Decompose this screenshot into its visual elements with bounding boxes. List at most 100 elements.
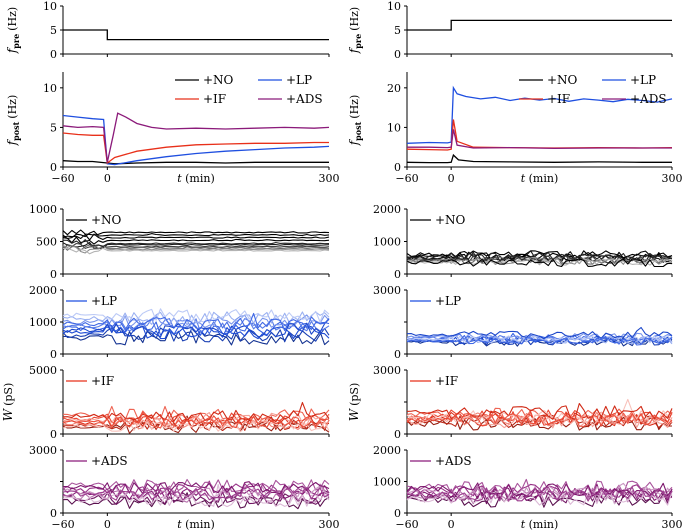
legend-ads: +ADS bbox=[286, 92, 323, 106]
y-tick-label: 0 bbox=[50, 48, 57, 61]
w-legend-label: +IF bbox=[435, 374, 458, 388]
series-line-if bbox=[62, 132, 329, 165]
fpost-ylabel-right: fpost(Hz) bbox=[347, 95, 363, 147]
x-tick-label: −60 bbox=[51, 172, 74, 185]
y-tick-label: 5 bbox=[394, 24, 401, 37]
w-trace bbox=[62, 324, 330, 340]
w-ylabel-right: W(pS) bbox=[347, 383, 361, 422]
y-tick-label: 0 bbox=[394, 161, 401, 174]
y-tick-label: 1000 bbox=[373, 236, 401, 249]
w-traces-w_lp_left bbox=[62, 308, 330, 346]
series-line-no bbox=[406, 153, 672, 164]
w-trace bbox=[62, 241, 330, 250]
w-trace bbox=[406, 258, 673, 268]
w-legend-w_ads_right: +ADS bbox=[410, 454, 472, 468]
y-tick-label: 3000 bbox=[373, 364, 401, 377]
fpost-ylabel-left: fpost(Hz) bbox=[5, 95, 21, 147]
y-tick-label: 5000 bbox=[29, 364, 57, 377]
x-tick-label: −60 bbox=[51, 518, 74, 531]
w-traces-w_no_right bbox=[406, 250, 673, 268]
legend-if: +IF bbox=[547, 92, 570, 106]
w-trace bbox=[62, 405, 330, 421]
axes-w_if_left: 0 5000 bbox=[29, 364, 330, 441]
axes-fpre_left: 0 5 10 bbox=[43, 0, 330, 61]
legend-no: +NO bbox=[203, 73, 234, 87]
y-tick-label: 0 bbox=[50, 348, 57, 361]
w-trace bbox=[62, 480, 330, 497]
series-line-if bbox=[406, 119, 673, 151]
y-tick-label: 1000 bbox=[29, 316, 57, 329]
legend-ads: +ADS bbox=[630, 92, 667, 106]
w-trace bbox=[62, 318, 330, 338]
w-trace bbox=[62, 318, 330, 333]
w-traces-w_no_left bbox=[62, 229, 330, 255]
y-tick-label: 1000 bbox=[373, 476, 401, 489]
y-tick-label: 0 bbox=[394, 428, 401, 441]
w-trace bbox=[406, 413, 673, 429]
y-tick-label: 0 bbox=[394, 48, 401, 61]
w-trace bbox=[406, 409, 673, 425]
w-traces-w_lp_right bbox=[406, 326, 673, 347]
x-axis-label: t (min) bbox=[177, 518, 215, 531]
y-tick-label: 0 bbox=[50, 161, 57, 174]
x-tick-label: 0 bbox=[104, 172, 111, 185]
w-trace bbox=[406, 412, 673, 427]
legend-left: +NO +LP +IF +ADS bbox=[175, 73, 323, 106]
axes-w_no_right: 0 1000 2000 bbox=[373, 203, 673, 281]
series-line-ads bbox=[62, 112, 330, 163]
y-tick-label: 3000 bbox=[373, 284, 401, 297]
w-traces-w_if_left bbox=[62, 401, 330, 434]
y-tick-label: 10 bbox=[43, 82, 57, 95]
w-legend-label: +NO bbox=[435, 213, 466, 227]
y-tick-label: 0 bbox=[50, 268, 57, 281]
y-tick-label: 1000 bbox=[29, 203, 57, 216]
x-tick-label: 300 bbox=[662, 518, 683, 531]
y-tick-label: 20 bbox=[387, 82, 401, 95]
fpost-series-right bbox=[406, 85, 673, 164]
x-axis-label: t (min) bbox=[521, 518, 559, 531]
w-legend-label: +ADS bbox=[91, 454, 128, 468]
w-trace bbox=[62, 417, 330, 431]
w-trace bbox=[62, 311, 330, 326]
axes-fpre_right: 0 5 10 bbox=[387, 0, 673, 61]
w-trace bbox=[62, 236, 330, 245]
w-trace bbox=[62, 247, 330, 255]
w-trace bbox=[62, 485, 330, 499]
series-line-ads bbox=[407, 129, 672, 150]
w-trace bbox=[406, 252, 673, 262]
x-tick-label: −60 bbox=[395, 518, 418, 531]
w-trace bbox=[406, 486, 673, 502]
w-ylabel-left: W(pS) bbox=[1, 383, 15, 422]
y-tick-label: 500 bbox=[36, 236, 57, 249]
w-trace bbox=[406, 326, 673, 340]
w-trace bbox=[62, 327, 330, 343]
series-line-lp bbox=[62, 114, 330, 166]
y-tick-label: 10 bbox=[43, 0, 57, 13]
w-legend-label: +ADS bbox=[435, 454, 472, 468]
x-tick-label: 0 bbox=[448, 518, 455, 531]
y-tick-label: 10 bbox=[387, 0, 401, 13]
w-trace bbox=[62, 483, 330, 501]
w-trace bbox=[406, 398, 673, 424]
y-tick-label: 2000 bbox=[29, 284, 57, 297]
w-trace bbox=[406, 488, 673, 506]
w-legend-w_if_right: +IF bbox=[410, 374, 458, 388]
y-tick-label: 2000 bbox=[373, 444, 401, 457]
legend-if: +IF bbox=[203, 92, 226, 106]
x-tick-label: 0 bbox=[448, 172, 455, 185]
legend-lp: +LP bbox=[286, 73, 312, 87]
w-trace bbox=[62, 312, 330, 332]
y-tick-label: 0 bbox=[50, 507, 57, 520]
x-tick-label: −60 bbox=[395, 172, 418, 185]
y-tick-label: 2000 bbox=[373, 203, 401, 216]
w-traces-w_if_right bbox=[406, 398, 673, 431]
w-legend-label: +LP bbox=[435, 294, 461, 308]
w-traces-w_ads_left bbox=[62, 478, 330, 510]
w-legend-w_lp_left: +LP bbox=[66, 294, 117, 308]
w-trace bbox=[62, 483, 330, 508]
w-legend-w_ads_left: +ADS bbox=[66, 454, 128, 468]
w-legend-label: +NO bbox=[91, 213, 122, 227]
